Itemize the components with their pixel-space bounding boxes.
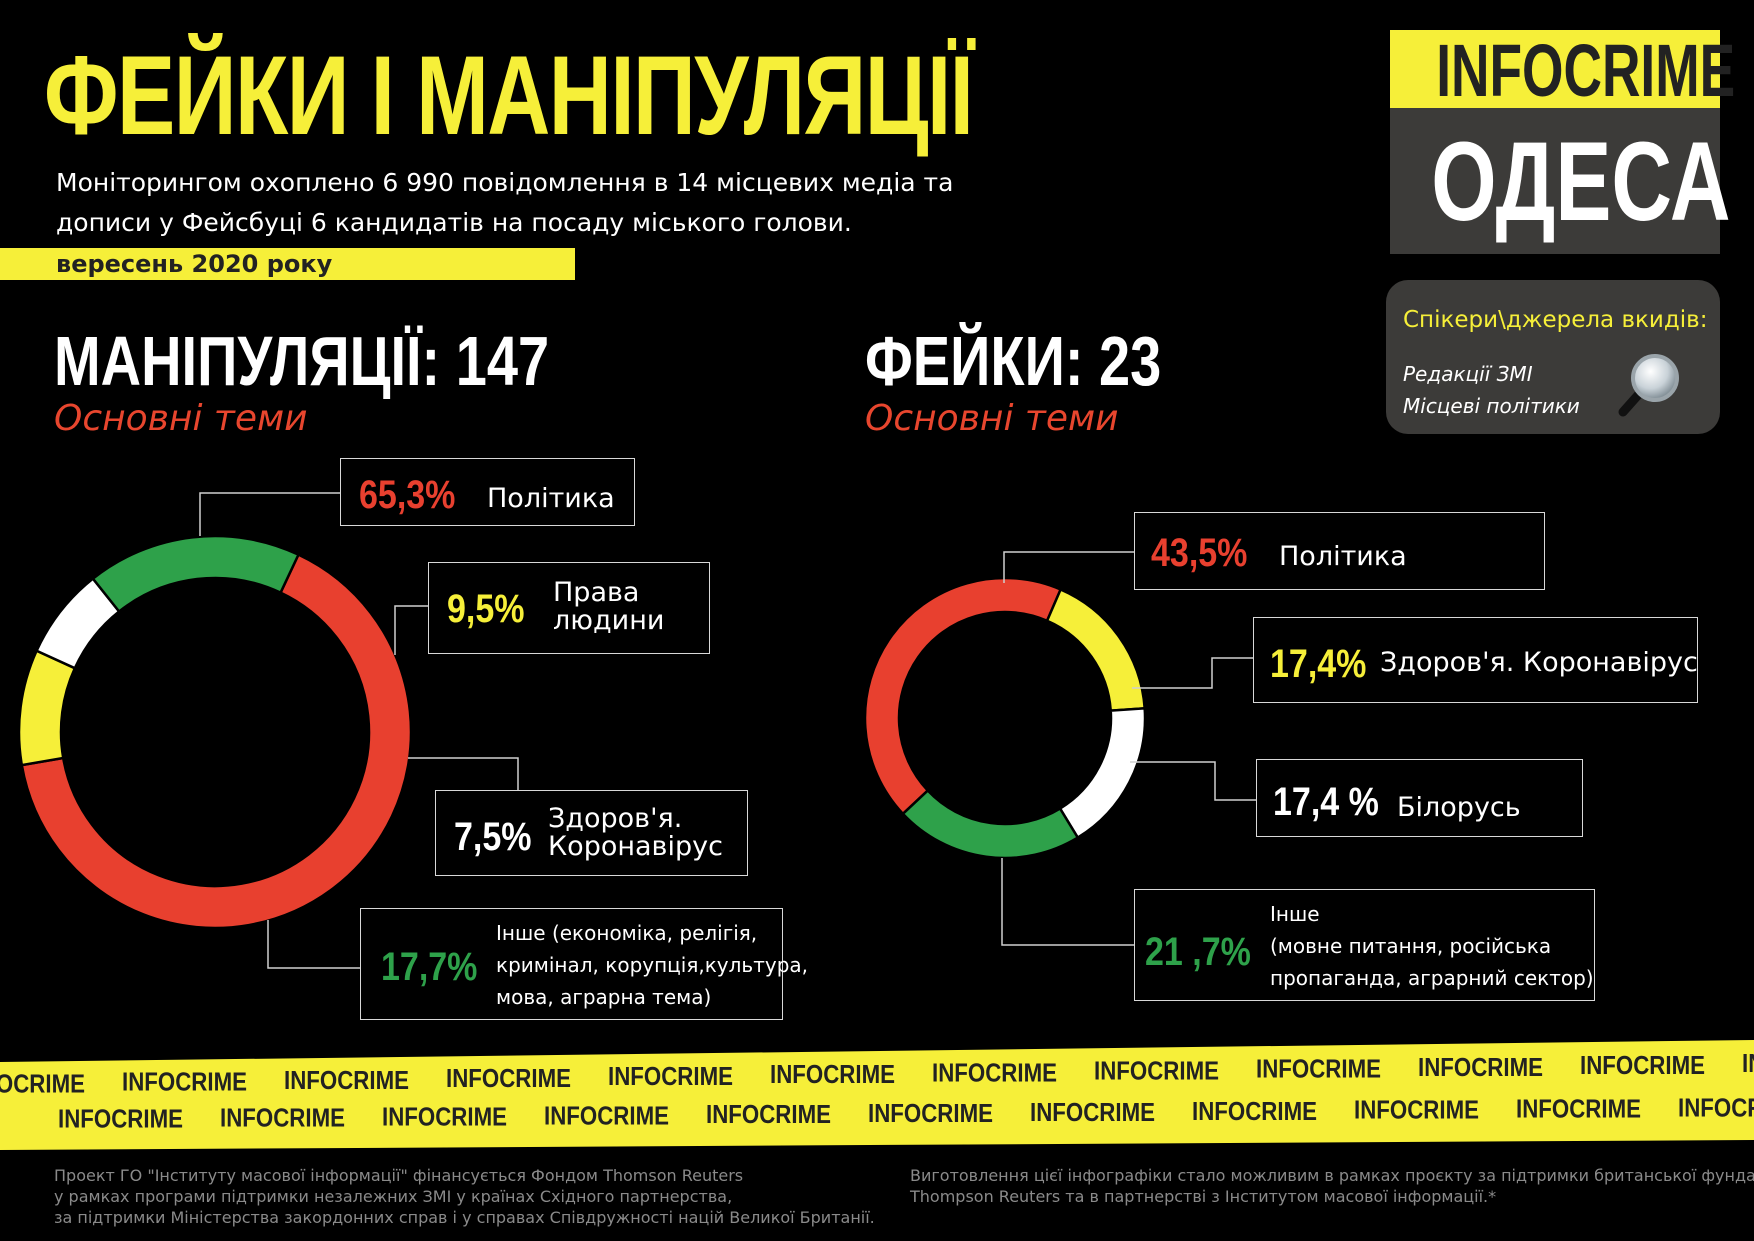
footer-line: за підтримки Міністерства закордонних сп… [54,1207,875,1227]
label-box-fakes-other: 21 ,7% Інше (мовне питання, російська пр… [1134,889,1595,1001]
donut-charts [17,492,1256,969]
tape-word: INFOCRIME [868,1098,993,1128]
donut-slice [17,649,77,767]
slice-label: Інше [1270,902,1320,926]
speaker-item: Місцеві політики [1403,394,1580,418]
tape-word: INFOCRIME [0,1068,85,1098]
leader-line [394,605,428,655]
pct-label: 17,7% [381,945,478,989]
donut-chart-2 [863,551,1256,946]
tape-word: INFOCRIME [382,1101,507,1131]
slice-label: Здоров'я. [548,803,683,834]
leader-line [267,920,360,969]
slice-label: Здоров'я. Коронавірус [1380,647,1698,678]
tape-word: INFOCRIME [1030,1097,1155,1127]
speakers-title: Спікери\джерела вкидів: [1403,307,1708,333]
slice-label: людини [553,605,665,636]
pct-label: 17,4% [1270,642,1367,686]
tape-word: INFOCRIME [1094,1056,1219,1086]
logo-city: ОДЕСА [1390,108,1731,254]
manipulations-title: МАНІПУЛЯЦІЇ: 147 [54,322,550,400]
donut-slice [901,788,1080,860]
slice-label: Політика [487,483,615,514]
tape-word: INFOCRIME [1418,1052,1543,1082]
donut-slice [91,534,301,614]
pct-label: 21 ,7% [1145,930,1251,974]
logo-infocrime: INFOCRIME [1390,30,1735,108]
label-box-manip-other: 17,7% Інше (економіка, релігія, кримінал… [360,908,808,1020]
pct-label: 43,5% [1151,531,1248,575]
tape-word: INFOCRIME [284,1065,409,1095]
leader-line [1130,761,1256,801]
donut-slice [20,552,413,930]
leader-line [1001,858,1134,946]
tape-word: INFOCRIME [770,1059,895,1089]
date-label: вересень 2020 року [56,250,333,278]
speaker-item: Редакції ЗМІ [1403,362,1533,386]
label-box-manip-politics: 65,3% Політика [340,458,635,526]
slice-label: Політика [1279,541,1407,572]
tape-word: INFOCRIME [1354,1095,1479,1125]
donut-slice [1045,587,1147,713]
tape-word: INFOCRIME [220,1102,345,1132]
donut-slice [863,576,1063,816]
footer-line: у рамках програми підтримки незалежних З… [54,1186,733,1206]
manipulations-subtitle: Основні теми [54,398,308,439]
tape-word: INFOCRIME [122,1067,247,1097]
fakes-subtitle: Основні теми [865,398,1119,439]
slice-label: пропаганда, аграрний сектор) [1270,966,1594,990]
label-box-manip-human-rights: 9,5% Права людини [428,562,710,654]
tape-word: INFOCRIME [58,1104,183,1134]
slice-label: Інше (економіка, релігія, [496,921,758,945]
slice-label: Права [553,577,640,608]
label-box-manip-health: 7,5% Здоров'я. Коронавірус [435,790,748,876]
leader-line [1003,551,1134,583]
label-box-fakes-health: 17,4% Здоров'я. Коронавірус [1253,617,1698,703]
tape-word: INFOCRIME [1516,1094,1641,1124]
donut-slice [1058,706,1147,840]
tape-word: INFOCRIME [1580,1050,1705,1080]
slice-label: мова, аграрна тема) [496,985,712,1009]
tape-word: INFOCRIME [608,1061,733,1091]
slice-label: Коронавірус [548,831,723,862]
page-title: ФЕЙКИ І МАНІПУЛЯЦІЇ [44,33,974,158]
tape-word: INFOCRIME [1678,1093,1754,1123]
intro-line-2: дописи у Фейсбуці 6 кандидатів на посаду… [56,208,852,237]
pct-label: 65,3% [359,473,456,517]
footer-line: Thompson Reuters та в партнерстві з Інст… [910,1186,1497,1206]
slice-label: Білорусь [1397,792,1521,823]
magnifier-icon [1618,354,1679,417]
label-box-fakes-politics: 43,5% Політика [1134,512,1545,590]
tape-word: INFOCRIME [1192,1096,1317,1126]
footer-left: Проект ГО "Інституту масової інформації"… [54,1166,875,1228]
tape-strip-front [0,1080,1754,1150]
slice-label: кримінал, корупція,культура, [496,953,809,977]
tape-word: INFOCRIME [1742,1048,1754,1078]
tape-word: INFOCRIME [706,1099,831,1129]
fakes-title: ФЕЙКИ: 23 [865,322,1162,400]
pct-label: 17,4 % [1273,780,1379,824]
date-highlight-bar [0,248,575,280]
label-box-fakes-belarus: 17,4 % Білорусь [1256,759,1583,837]
slice-label: (мовне питання, російська [1270,934,1552,958]
footer-right: Виготовлення цієї інфографіки стало можл… [910,1166,1754,1208]
intro-line-1: Моніторингом охоплено 6 990 повідомлення… [56,168,954,197]
tape-word: INFOCRIME [446,1063,571,1093]
tape-word: INFOCRIME [1256,1054,1381,1084]
pct-label: 9,5% [447,587,525,631]
leader-line [1132,657,1253,689]
tape-word: INFOCRIME [544,1100,669,1130]
tape-word: INFOCRIME [932,1057,1057,1087]
donut-chart-1 [17,492,519,969]
footer-line: Виготовлення цієї інфографіки стало можл… [910,1166,1754,1185]
leader-line [408,757,519,790]
footer-line: Проект ГО "Інституту масової інформації"… [54,1166,744,1185]
leader-line [199,492,340,536]
pct-label: 7,5% [454,815,532,859]
caution-tape: INFOCRIME INFOCRIME INFOCRIME INFOCRIME INFO… [0,1040,1754,1150]
